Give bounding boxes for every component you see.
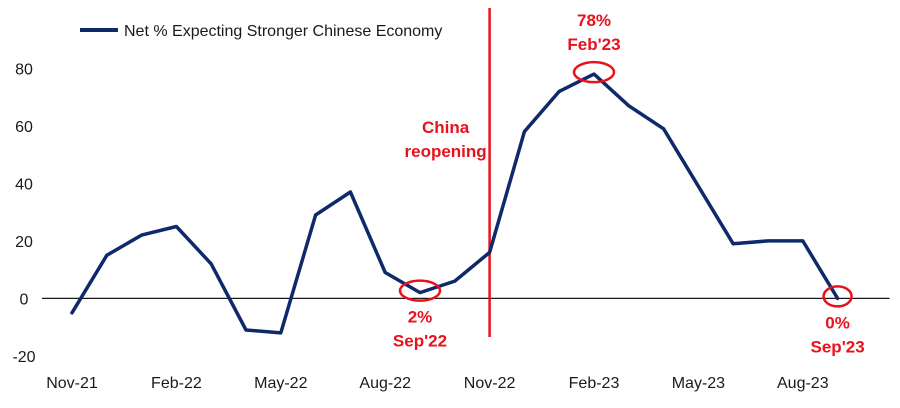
- x-axis: Nov-21 Feb-22 May-22 Aug-22 Nov-22 Feb-23 May-…: [42, 297, 890, 392]
- annotation-value: 0%: [825, 313, 850, 332]
- y-tick-label: 40: [15, 176, 33, 193]
- highlight-circle: [398, 279, 442, 302]
- legend: Net % Expecting Stronger Chinese Economy: [80, 23, 442, 40]
- y-axis: -20 0 20 40 60 80: [12, 61, 35, 366]
- highlight-circle: [822, 285, 853, 308]
- annotation-value: 78%: [577, 11, 611, 30]
- annotation-date: Feb'23: [567, 35, 620, 54]
- annotations: 2% Sep'22 78% Feb'23 0% Sep'23: [393, 11, 865, 356]
- event-marker: China reopening: [405, 8, 491, 337]
- event-label-line2: reopening: [405, 142, 487, 161]
- x-tick-label: Nov-22: [464, 375, 516, 392]
- annotation-value: 2%: [408, 308, 433, 327]
- series-line: [70, 72, 840, 335]
- annotation-date: Sep'22: [393, 332, 447, 351]
- x-tick-label: May-23: [672, 375, 725, 392]
- series-group: [70, 72, 840, 335]
- y-tick-label: -20: [12, 349, 35, 366]
- highlight-circle: [572, 60, 616, 84]
- x-tick-label: Feb-23: [569, 375, 620, 392]
- x-tick-label: Nov-21: [46, 375, 98, 392]
- x-tick-label: Feb-22: [151, 375, 202, 392]
- legend-label: Net % Expecting Stronger Chinese Economy: [124, 23, 442, 40]
- x-tick-label: May-22: [254, 375, 307, 392]
- y-tick-label: 20: [15, 234, 33, 251]
- y-tick-label: 80: [15, 61, 33, 78]
- annotation-date: Sep'23: [811, 337, 865, 356]
- y-tick-label: 60: [15, 119, 33, 136]
- event-label-line1: China: [422, 118, 470, 137]
- x-tick-label: Aug-22: [359, 375, 411, 392]
- y-tick-label: 0: [20, 291, 29, 308]
- x-tick-label: Aug-23: [777, 375, 829, 392]
